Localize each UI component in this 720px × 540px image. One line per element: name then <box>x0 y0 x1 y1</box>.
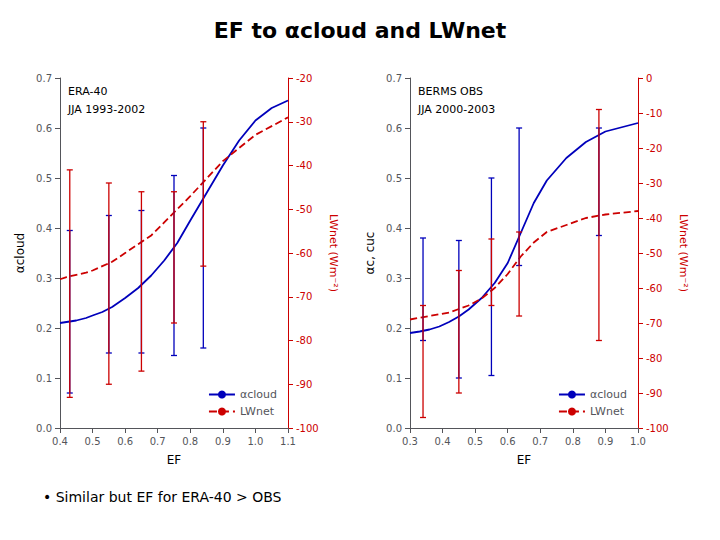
svg-text:LWnet (Wm⁻²): LWnet (Wm⁻²) <box>327 214 340 292</box>
svg-text:0.1: 0.1 <box>36 373 52 384</box>
svg-text:-60: -60 <box>296 248 312 259</box>
svg-text:0.3: 0.3 <box>386 273 402 284</box>
svg-text:-20: -20 <box>296 73 312 84</box>
svg-text:0.7: 0.7 <box>532 436 548 447</box>
svg-text:αcloud: αcloud <box>590 388 627 401</box>
svg-text:0: 0 <box>646 73 652 84</box>
svg-text:-10: -10 <box>646 108 662 119</box>
svg-text:-90: -90 <box>646 388 662 399</box>
svg-text:0.4: 0.4 <box>386 223 402 234</box>
svg-text:0.6: 0.6 <box>36 123 52 134</box>
svg-text:-20: -20 <box>646 143 662 154</box>
svg-text:EF to αcloud and LWnet: EF to αcloud and LWnet <box>214 18 507 43</box>
svg-text:1.1: 1.1 <box>280 436 296 447</box>
svg-text:0.9: 0.9 <box>215 436 231 447</box>
svg-text:0.2: 0.2 <box>386 323 402 334</box>
svg-text:-50: -50 <box>296 204 312 215</box>
svg-text:0.4: 0.4 <box>36 223 52 234</box>
svg-text:0.4: 0.4 <box>52 436 68 447</box>
svg-text:0.6: 0.6 <box>117 436 133 447</box>
svg-text:αc, cuc: αc, cuc <box>363 232 377 275</box>
svg-text:-40: -40 <box>296 160 312 171</box>
svg-text:-90: -90 <box>296 379 312 390</box>
svg-text:0.5: 0.5 <box>85 436 101 447</box>
svg-text:0.4: 0.4 <box>435 436 451 447</box>
svg-text:ERA-40: ERA-40 <box>68 85 107 98</box>
svg-text:-40: -40 <box>646 213 662 224</box>
svg-text:-80: -80 <box>646 353 662 364</box>
svg-text:αcloud: αcloud <box>240 388 277 401</box>
svg-text:0.8: 0.8 <box>182 436 198 447</box>
svg-text:EF: EF <box>167 453 182 467</box>
svg-text:LWnet: LWnet <box>590 405 625 418</box>
svg-text:0.3: 0.3 <box>36 273 52 284</box>
svg-text:0.7: 0.7 <box>386 73 402 84</box>
svg-text:0.5: 0.5 <box>467 436 483 447</box>
svg-text:0.9: 0.9 <box>597 436 613 447</box>
svg-text:• Similar but EF for ERA-40 >: • Similar but EF for ERA-40 > OBS <box>43 489 282 505</box>
svg-text:0.0: 0.0 <box>36 423 52 434</box>
svg-text:0.7: 0.7 <box>150 436 166 447</box>
svg-text:1.0: 1.0 <box>247 436 263 447</box>
svg-text:LWnet: LWnet <box>240 405 275 418</box>
svg-text:0.7: 0.7 <box>36 73 52 84</box>
svg-text:-80: -80 <box>296 335 312 346</box>
svg-text:αcloud: αcloud <box>13 233 27 273</box>
svg-text:BERMS OBS: BERMS OBS <box>418 85 483 98</box>
svg-text:-60: -60 <box>646 283 662 294</box>
svg-text:-100: -100 <box>296 423 319 434</box>
svg-text:1.0: 1.0 <box>630 436 646 447</box>
svg-text:0.3: 0.3 <box>402 436 418 447</box>
svg-text:-50: -50 <box>646 248 662 259</box>
svg-text:-70: -70 <box>296 291 312 302</box>
svg-text:EF: EF <box>517 453 532 467</box>
svg-text:-30: -30 <box>296 116 312 127</box>
svg-text:LWnet (Wm⁻²): LWnet (Wm⁻²) <box>677 214 690 292</box>
svg-text:JJA 1993-2002: JJA 1993-2002 <box>67 103 145 116</box>
svg-text:0.6: 0.6 <box>500 436 516 447</box>
svg-text:0.0: 0.0 <box>386 423 402 434</box>
svg-text:JJA 2000-2003: JJA 2000-2003 <box>417 103 495 116</box>
svg-text:-100: -100 <box>646 423 669 434</box>
svg-text:0.8: 0.8 <box>565 436 581 447</box>
svg-text:0.5: 0.5 <box>36 173 52 184</box>
svg-text:-30: -30 <box>646 178 662 189</box>
svg-text:0.2: 0.2 <box>36 323 52 334</box>
svg-text:0.5: 0.5 <box>386 173 402 184</box>
svg-text:-70: -70 <box>646 318 662 329</box>
svg-text:0.6: 0.6 <box>386 123 402 134</box>
svg-text:0.1: 0.1 <box>386 373 402 384</box>
